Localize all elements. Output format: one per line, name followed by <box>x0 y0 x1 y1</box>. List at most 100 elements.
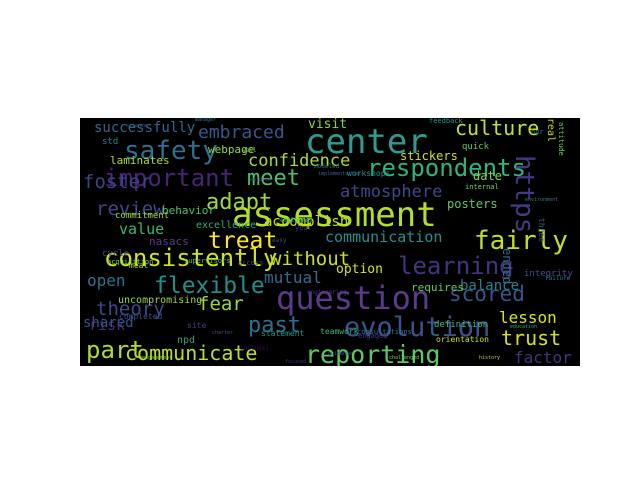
word: attitude <box>557 122 565 156</box>
word: theory <box>96 298 165 320</box>
word: supervisors <box>184 257 231 265</box>
word: site <box>187 321 207 330</box>
word: quick <box>462 142 490 152</box>
word: well <box>242 147 257 154</box>
word: acquisition <box>107 258 154 266</box>
word: year <box>295 224 312 232</box>
word: consultations <box>357 328 412 336</box>
word: definition <box>434 320 489 330</box>
word: npd <box>177 335 196 346</box>
word: visit <box>308 118 348 132</box>
word: meet <box>247 166 300 191</box>
word: std <box>102 137 119 147</box>
word: hpr <box>531 128 544 136</box>
word: engaged <box>358 332 388 340</box>
word: learning <box>398 252 514 280</box>
word: statement <box>261 329 305 338</box>
word: factor <box>514 348 572 366</box>
word: webpage <box>208 143 255 156</box>
word: excellence <box>196 220 257 231</box>
word-cloud: assessment question center respondents l… <box>80 118 580 366</box>
word: integrity <box>524 269 573 279</box>
word: communication <box>325 228 443 246</box>
word: balance <box>460 278 520 294</box>
word: enjoyed <box>250 177 272 183</box>
word: lesson <box>499 308 557 327</box>
word: challenged <box>389 355 420 361</box>
word: nasacs <box>149 235 189 248</box>
word: internal <box>465 183 499 191</box>
word: fairly <box>474 226 568 256</box>
word: environment <box>525 197 559 203</box>
word: center <box>305 122 428 162</box>
word: includes <box>240 345 269 352</box>
word: important <box>104 164 235 192</box>
word: charter <box>212 330 234 336</box>
word: scored <box>449 282 525 306</box>
word: commitment <box>115 211 170 221</box>
word: communicate <box>125 341 258 365</box>
word: safety <box>124 136 218 166</box>
word: history <box>479 355 501 361</box>
word: ended <box>500 248 514 285</box>
word: trust <box>501 326 562 350</box>
word: science <box>126 123 148 129</box>
word: foster <box>83 171 152 193</box>
word: https <box>509 155 539 234</box>
word: option <box>336 262 383 277</box>
word: atmosphere <box>340 182 443 202</box>
word: value <box>119 220 165 238</box>
word: uncompromising <box>118 295 203 306</box>
word: respondents <box>367 154 526 182</box>
word: culture <box>455 118 540 140</box>
word: workshops <box>347 169 391 178</box>
word: implementation <box>318 171 361 177</box>
word: evolution <box>344 312 491 343</box>
word: fear <box>198 293 244 315</box>
word: question <box>276 279 431 317</box>
word: modeled <box>314 163 340 170</box>
word: access <box>238 259 264 267</box>
word: past <box>248 313 301 338</box>
word: teamwork <box>320 327 359 336</box>
word: successfully <box>94 120 196 136</box>
word: open <box>87 271 126 290</box>
word: three <box>537 218 546 243</box>
word: manager <box>195 118 217 123</box>
word: assessment <box>232 195 437 235</box>
word: behavior <box>162 204 215 217</box>
word: guidance <box>328 351 353 357</box>
word: flexible <box>154 273 265 299</box>
word: requires <box>411 281 464 294</box>
word: employees <box>280 217 313 224</box>
word: adapt <box>206 190 273 215</box>
word: reporting <box>305 340 441 366</box>
word: without <box>270 248 351 270</box>
word: engineering <box>307 289 347 296</box>
word: consistently <box>104 244 278 272</box>
word: failure <box>545 275 571 282</box>
word: mutual <box>264 268 322 287</box>
word: education <box>510 324 538 330</box>
word: posters <box>447 197 498 211</box>
word: feedback <box>429 118 463 125</box>
word: part <box>86 336 144 364</box>
word: treat <box>208 228 278 254</box>
word: cycle <box>102 249 130 259</box>
word: focused <box>285 359 307 365</box>
word: review <box>96 198 165 220</box>
word: completed <box>119 312 163 321</box>
word: engagement <box>142 355 173 361</box>
word: embraced <box>198 122 285 143</box>
word: easy <box>272 237 287 244</box>
word: date <box>473 169 502 183</box>
word: orientation <box>436 335 489 344</box>
word: real <box>545 118 556 143</box>
word: meat <box>129 261 149 270</box>
word: laminates <box>110 154 170 167</box>
word: risk <box>89 316 126 334</box>
word: confidence <box>248 151 351 171</box>
word: shared <box>83 315 134 331</box>
word: stickers <box>400 149 458 163</box>
word: accomplish <box>264 214 349 230</box>
